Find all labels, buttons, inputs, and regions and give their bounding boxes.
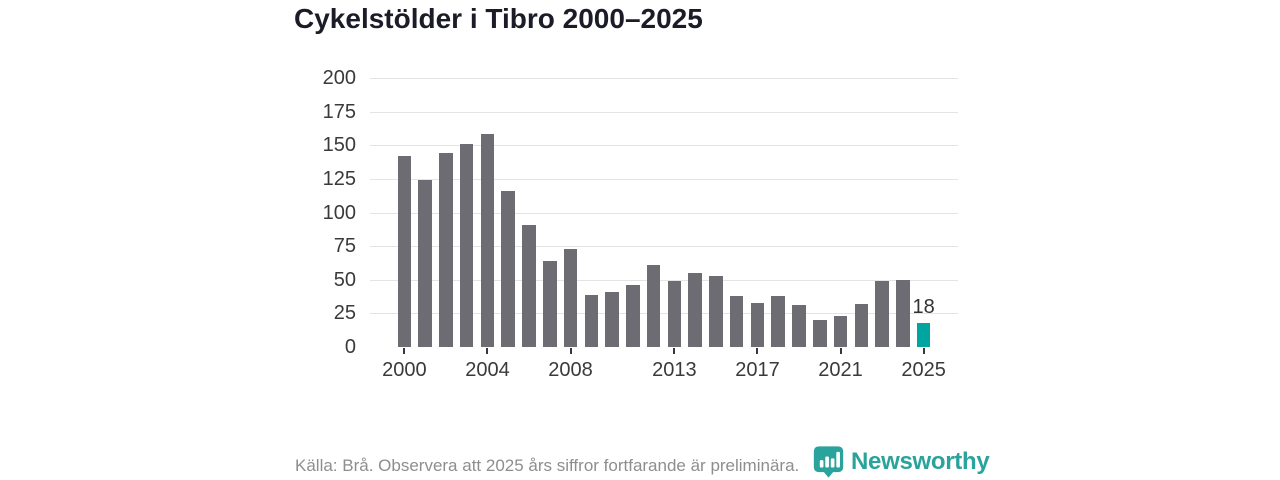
x-axis-tickmark-2013 xyxy=(673,348,676,354)
bar-2012 xyxy=(646,264,661,347)
highlight-value-label: 18 xyxy=(912,295,935,318)
newsworthy-logo-icon xyxy=(813,446,844,478)
bar-2007 xyxy=(543,260,557,347)
gridline-y-100 xyxy=(370,212,958,214)
gridline-y-150 xyxy=(370,145,958,147)
gridline-y-200 xyxy=(370,78,958,79)
x-axis-tickmark-2000 xyxy=(403,348,406,354)
bar-2006 xyxy=(522,224,536,347)
gridline-y-175 xyxy=(370,111,958,113)
bar-2020 xyxy=(813,320,827,347)
x-axis-tick-2013: 2013 xyxy=(652,359,697,381)
y-axis-tick-0: 0 xyxy=(344,336,356,358)
newsworthy-wordmark: Newsworthy xyxy=(851,448,990,475)
y-axis-tick-50: 50 xyxy=(333,268,356,291)
gridline-y-125 xyxy=(370,178,958,180)
y-axis-tick-100: 100 xyxy=(322,201,356,224)
gridline-y-50 xyxy=(370,279,958,281)
bar-2010 xyxy=(605,291,619,347)
bar-2019 xyxy=(792,305,806,347)
bar-2011 xyxy=(626,285,640,347)
bar-2002 xyxy=(439,153,453,347)
bar-2023 xyxy=(875,281,889,347)
bar-2025 xyxy=(916,322,931,347)
bar-2003 xyxy=(459,143,474,347)
x-axis-tick-2025: 2025 xyxy=(901,359,946,381)
x-axis-tickmark-2025 xyxy=(922,348,925,354)
bar-2014 xyxy=(688,273,702,347)
bar-2013 xyxy=(667,281,682,347)
y-axis-tick-25: 25 xyxy=(333,302,356,325)
bar-2008 xyxy=(563,248,578,347)
source-note: Källa: Brå. Observera att 2025 års siffr… xyxy=(295,456,800,475)
y-axis-tick-150: 150 xyxy=(322,134,356,157)
chart-title: Cykelstölder i Tibro 2000–2025 xyxy=(294,3,703,34)
bar-2016 xyxy=(729,295,744,347)
logo-bars xyxy=(819,451,840,468)
y-axis-tick-175: 175 xyxy=(322,100,356,123)
bar-2022 xyxy=(854,303,869,347)
bar-2015 xyxy=(709,275,723,347)
bar-2000 xyxy=(397,156,412,347)
bar-2017 xyxy=(750,302,765,347)
x-axis-tick-2000: 2000 xyxy=(382,359,427,381)
bar-2005 xyxy=(501,190,515,347)
bar-2009 xyxy=(584,294,599,347)
bar-2001 xyxy=(418,180,432,347)
x-axis-tickmark-2021 xyxy=(839,348,842,354)
bar-chart: 0 25 50 75 100 125 150 175 200 2000 2004 2008 2013 20… xyxy=(322,67,958,381)
footer: Källa: Brå. Observera att 2025 års siffr… xyxy=(0,444,1280,480)
y-axis-tick-75: 75 xyxy=(333,235,356,258)
gridline-y-75 xyxy=(370,246,958,248)
newsworthy-logo: Newsworthy xyxy=(812,444,990,480)
gridline-y-25 xyxy=(370,313,958,315)
x-axis-tickmark-2017 xyxy=(756,348,759,354)
bar-2004 xyxy=(480,134,495,347)
x-axis-tick-2017: 2017 xyxy=(735,359,780,381)
x-axis-tickmark-2004 xyxy=(486,348,489,354)
y-axis-tick-125: 125 xyxy=(322,167,356,190)
bar-2018 xyxy=(771,295,785,347)
x-axis-tick-2008: 2008 xyxy=(548,359,593,381)
x-axis-tick-2021: 2021 xyxy=(818,359,863,381)
bar-2024 xyxy=(896,279,910,347)
x-axis-tickmark-2008 xyxy=(569,348,572,354)
y-axis-tick-200: 200 xyxy=(322,67,356,89)
bar-2021 xyxy=(833,316,848,347)
x-axis-tick-2004: 2004 xyxy=(465,359,510,381)
